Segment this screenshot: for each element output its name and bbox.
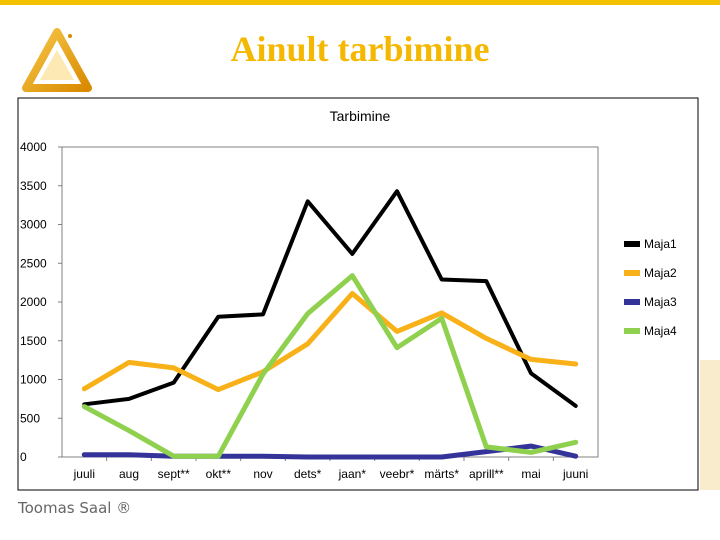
y-tick-label: 1000 <box>20 373 47 387</box>
logo-triangle-icon <box>22 28 92 92</box>
x-tick-label: aprill** <box>469 467 504 481</box>
top-accent-bar <box>0 0 720 5</box>
chart-title: Tarbimine <box>330 108 391 124</box>
x-tick-label: okt** <box>206 467 232 481</box>
y-tick-label: 3500 <box>20 179 47 193</box>
x-tick-label: aug <box>119 467 139 481</box>
x-tick-label: juuni <box>562 467 588 481</box>
series-line-maja4 <box>81 273 579 459</box>
y-tick-label: 2500 <box>20 256 47 270</box>
x-tick-label: veebr* <box>380 467 415 481</box>
legend-swatch <box>624 328 640 334</box>
decorative-side-panel <box>700 360 720 490</box>
legend-label: Maja4 <box>644 324 677 338</box>
y-tick-label: 4000 <box>20 140 47 154</box>
legend-label: Maja2 <box>644 266 677 280</box>
slide-title: Ainult tarbimine <box>230 29 490 69</box>
legend-swatch <box>624 241 640 247</box>
series-line-maja1 <box>82 189 578 408</box>
x-tick-label: dets* <box>294 467 322 481</box>
x-tick-label: nov <box>253 467 272 481</box>
x-tick-label: mai <box>521 467 540 481</box>
y-tick-label: 3000 <box>20 218 47 232</box>
legend-swatch <box>624 299 640 305</box>
legend-swatch <box>624 270 640 276</box>
x-tick-label: jaan* <box>338 467 367 481</box>
y-tick-label: 0 <box>20 450 27 464</box>
series-line-maja3 <box>81 443 579 460</box>
plot-area <box>61 146 599 458</box>
x-tick-label: sept** <box>158 467 190 481</box>
y-tick-label: 1500 <box>20 334 47 348</box>
footer-author: Toomas Saal ® <box>18 499 132 517</box>
legend-label: Maja3 <box>644 295 677 309</box>
legend-label: Maja1 <box>644 237 677 251</box>
x-tick-label: märts* <box>424 467 459 481</box>
y-tick-label: 2000 <box>20 295 47 309</box>
series-line-maja2 <box>81 291 579 393</box>
x-tick-label: juuli <box>73 467 95 481</box>
y-tick-label: 500 <box>20 411 40 425</box>
